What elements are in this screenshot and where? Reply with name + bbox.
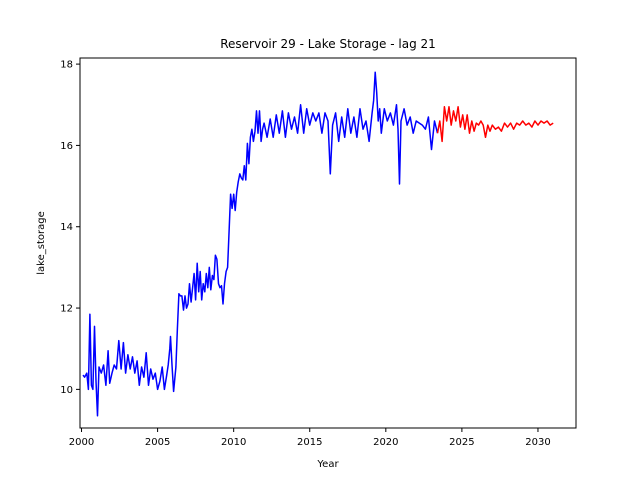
y-tick-label: 14 — [60, 222, 73, 233]
x-tick-label: 2010 — [221, 437, 246, 448]
axes-frame — [79, 57, 577, 429]
y-tick-label: 16 — [60, 141, 73, 152]
chart-title: Reservoir 29 - Lake Storage - lag 21 — [220, 37, 436, 51]
x-tick-label: 2015 — [297, 437, 322, 448]
y-tick-label: 10 — [60, 385, 73, 396]
y-tick-label: 12 — [60, 304, 73, 315]
x-axis: 2000 2005 2010 2015 2020 2025 2030 — [69, 428, 551, 448]
y-axis-label: lake_storage — [36, 211, 47, 274]
plot-area — [82, 71, 554, 417]
y-axis: 10 12 14 16 18 — [60, 60, 80, 396]
x-axis-label: Year — [316, 459, 339, 470]
x-tick-label: 2030 — [525, 437, 550, 448]
x-tick-label: 2020 — [373, 437, 398, 448]
y-tick-label: 18 — [60, 60, 73, 71]
series-line-1 — [436, 106, 554, 143]
x-tick-label: 2025 — [449, 437, 474, 448]
x-tick-label: 2000 — [69, 437, 94, 448]
series-line-0 — [82, 71, 439, 417]
x-tick-label: 2005 — [145, 437, 170, 448]
